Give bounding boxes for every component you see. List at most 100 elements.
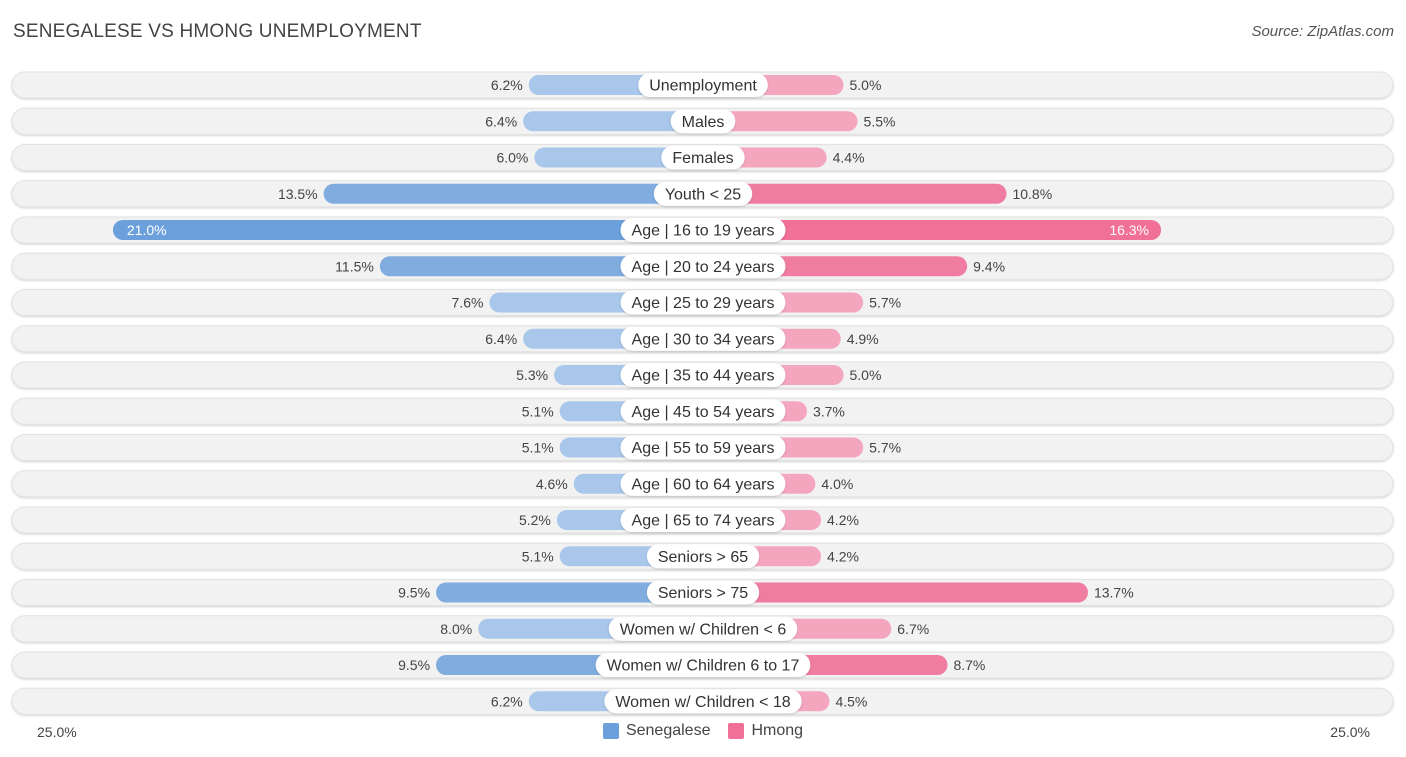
value-label-hmong: 5.7% [869,295,901,311]
legend-item-senegalese[interactable]: Senegalese [602,722,711,740]
legend-item-hmong[interactable]: Hmong [728,722,803,740]
value-label-hmong: 9.4% [973,258,1005,274]
category-label: Females [672,150,733,167]
bar-senegalese[interactable] [534,147,703,168]
value-label-senegalese: 5.1% [522,403,554,419]
value-label-senegalese: 21.0% [127,222,167,238]
chart-row: 6.0% 4.4% Females [11,144,1394,171]
value-label-senegalese: 5.1% [522,548,554,564]
value-label-senegalese: 6.2% [491,77,523,93]
legend: Senegalese Hmong [0,722,1406,740]
category-pill [620,254,786,279]
value-label-hmong: 5.5% [864,113,896,129]
category-pill [620,435,786,460]
chart-row: 6.4% 5.5% Males [11,107,1394,135]
bar-hmong[interactable] [703,183,1007,204]
category-pill [620,363,786,387]
axis-max-label: 25.0% [1330,724,1370,740]
value-label-hmong: 4.2% [827,548,859,564]
category-label: Youth < 25 [665,186,741,203]
value-label-senegalese: 4.6% [536,476,568,492]
chart-row: 5.1% 4.2% Seniors > 65 [11,542,1394,570]
chart-row: 6.2% 4.5% Women w/ Children < 18 [11,687,1394,715]
chart-row: 6.4% 4.9% Age | 30 to 34 years [11,325,1394,353]
value-label-hmong: 13.7% [1094,585,1134,601]
bar-senegalese[interactable] [323,183,703,204]
category-pill [604,689,802,714]
chart-row: 5.3% 5.0% Age | 35 to 44 years [11,361,1394,389]
category-pill [608,616,798,641]
value-label-hmong: 4.4% [833,150,865,166]
chart-title: SENEGALESE VS HMONG UNEMPLOYMENT [13,21,422,42]
axis-min-label: 25.0% [37,724,77,740]
category-pill [620,471,786,496]
category-label: Seniors > 75 [658,585,748,602]
value-label-senegalese: 13.5% [278,186,318,202]
category-label: Unemployment [649,78,757,95]
category-pill [638,73,768,97]
value-label-hmong: 10.8% [1012,186,1052,202]
chart-row: 13.5% 10.8% Youth < 25 [11,180,1394,208]
value-label-senegalese: 5.3% [516,367,548,383]
value-label-senegalese: 5.2% [519,512,551,528]
category-pill [620,326,786,351]
bar-hmong[interactable] [703,582,1088,603]
chart-source: Source: ZipAtlas.com [1251,23,1394,40]
value-label-senegalese: 6.4% [485,113,517,129]
category-label: Males [682,114,725,131]
value-label-hmong: 5.0% [850,77,882,93]
chart-row: 21.0% 16.3% Age | 16 to 19 years [11,216,1394,244]
bar-senegalese[interactable] [436,582,703,603]
value-label-senegalese: 9.5% [398,585,430,601]
category-pill [595,653,811,677]
chart-row: 11.5% 9.4% Age | 20 to 24 years [11,252,1394,280]
value-label-senegalese: 6.4% [485,331,517,347]
category-pill [661,145,745,170]
value-label-hmong: 5.7% [869,440,901,456]
chart-row: 5.1% 3.7% Age | 45 to 54 years [11,397,1394,425]
value-label-hmong: 4.9% [847,331,879,347]
category-label: Age | 20 to 24 years [632,259,775,276]
legend-swatch-senegalese [602,723,619,739]
category-label: Women w/ Children < 18 [615,694,790,711]
bar-hmong[interactable] [703,220,1162,240]
value-label-hmong: 5.0% [850,367,882,383]
value-label-senegalese: 8.0% [440,621,472,637]
chart-row: 5.1% 5.7% Age | 55 to 59 years [11,434,1394,461]
category-label: Age | 16 to 19 years [632,223,775,240]
value-label-hmong: 4.2% [827,512,859,528]
category-pill [620,508,786,532]
value-label-hmong: 3.7% [813,403,845,419]
chart-row: 9.5% 8.7% Women w/ Children 6 to 17 [11,651,1394,679]
value-label-senegalese: 6.0% [496,150,528,166]
category-label: Age | 25 to 29 years [632,295,775,312]
legend-label-senegalese: Senegalese [625,722,711,739]
value-label-hmong: 16.3% [1109,222,1149,238]
chart-row: 9.5% 13.7% Seniors > 75 [11,579,1394,606]
category-label: Age | 60 to 64 years [632,476,775,493]
category-pill [646,544,760,569]
category-pill [620,399,786,424]
category-label: Age | 65 to 74 years [632,513,775,530]
category-pill [653,181,753,206]
category-pill [670,109,736,134]
category-label: Age | 55 to 59 years [632,440,775,457]
category-label: Seniors > 65 [658,549,748,566]
bar-senegalese[interactable] [112,220,703,240]
category-label: Women w/ Children < 6 [620,621,787,638]
category-label: Age | 30 to 34 years [632,331,775,348]
chart-row: 8.0% 6.7% Women w/ Children < 6 [11,615,1394,643]
legend-swatch-hmong [728,723,745,739]
category-label: Women w/ Children 6 to 17 [607,658,800,675]
chart-row: 4.6% 4.0% Age | 60 to 64 years [11,470,1394,498]
value-label-hmong: 4.5% [835,693,867,709]
bar-hmong[interactable] [703,111,858,132]
value-label-senegalese: 7.6% [452,295,484,311]
bar-senegalese[interactable] [523,111,703,132]
category-pill [620,218,786,242]
chart-row: 6.2% 5.0% Unemployment [11,71,1394,99]
value-label-hmong: 6.7% [897,621,929,637]
legend-label-hmong: Hmong [751,722,804,739]
